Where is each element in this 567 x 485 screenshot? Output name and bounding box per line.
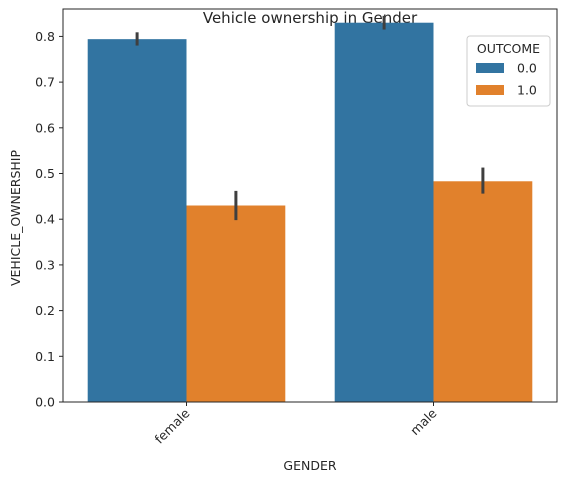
y-axis: 0.0 0.1 0.2 0.3 0.4 0.5 0.6 0.7 0.8: [35, 29, 63, 410]
y-tick-label: 0.2: [35, 303, 55, 318]
y-axis-label: VEHICLE_OWNERSHIP: [8, 150, 23, 287]
x-axis: female male: [152, 402, 440, 447]
y-tick-label: 0.5: [35, 166, 55, 181]
y-tick-label: 0.0: [35, 395, 55, 410]
y-tick-label: 0.4: [35, 212, 55, 227]
legend-swatch-0.0: [476, 63, 504, 73]
legend-title: OUTCOME: [477, 41, 540, 56]
bar-female-outcome-1.0: [186, 205, 286, 402]
bars-group: [87, 22, 533, 403]
bar-female-outcome-0.0: [87, 39, 187, 403]
error-bars-group: [135, 15, 485, 221]
legend: OUTCOME 0.0 1.0: [466, 35, 551, 107]
x-tick-label-female: female: [152, 405, 193, 446]
y-tick-label: 0.7: [35, 75, 55, 90]
y-tick-label: 0.3: [35, 257, 55, 272]
chart-title: Vehicle ownership in Gender: [203, 9, 418, 27]
plot-frame: [62, 8, 558, 403]
y-tick-label: 0.8: [35, 29, 55, 44]
bar-male-outcome-1.0: [433, 181, 533, 402]
legend-swatch-1.0: [476, 85, 504, 95]
y-tick-label: 0.6: [35, 120, 55, 135]
x-axis-label: GENDER: [283, 458, 336, 473]
legend-label-1.0: 1.0: [517, 83, 537, 98]
bar-male-outcome-0.0: [334, 22, 434, 403]
legend-label-0.0: 0.0: [517, 61, 537, 76]
y-tick-label: 0.1: [35, 349, 55, 364]
x-tick-label-male: male: [407, 405, 440, 438]
